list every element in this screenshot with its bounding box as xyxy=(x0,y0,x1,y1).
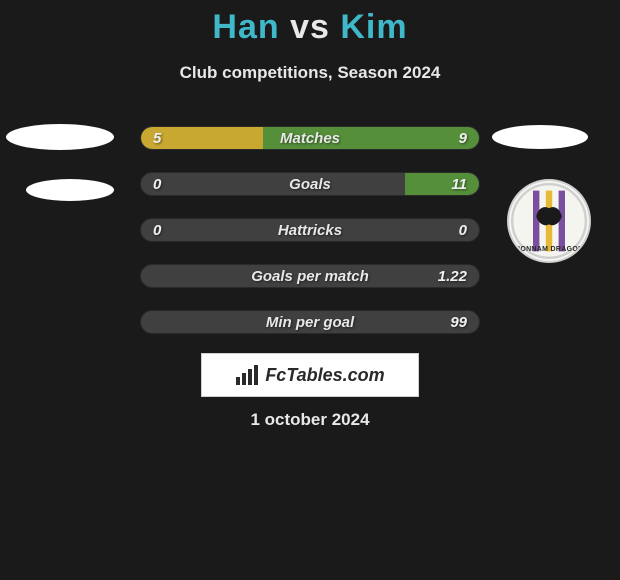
stat-row: 59Matches xyxy=(140,126,480,150)
date-text: 1 october 2024 xyxy=(0,410,620,430)
club-badge-icon: CHONNAM DRAGONS xyxy=(507,179,591,263)
stat-label: Goals per match xyxy=(141,265,479,287)
bars-icon xyxy=(235,365,261,385)
subtitle: Club competitions, Season 2024 xyxy=(0,63,620,83)
stat-label: Goals xyxy=(141,173,479,195)
page-title: Han vs Kim xyxy=(0,0,620,47)
stat-row: 99Min per goal xyxy=(140,310,480,334)
player1-name: Han xyxy=(212,8,279,46)
stat-label: Matches xyxy=(141,127,479,149)
fctables-logo-text: FcTables.com xyxy=(265,365,384,386)
vs-text: vs xyxy=(290,8,330,46)
player2-placeholder xyxy=(492,125,588,149)
stat-row: 011Goals xyxy=(140,172,480,196)
club-badge-text: CHONNAM DRAGONS xyxy=(509,246,589,253)
stat-row: 1.22Goals per match xyxy=(140,264,480,288)
player1-placeholder-2 xyxy=(26,179,114,201)
player2-name: Kim xyxy=(340,8,407,46)
fctables-logo: FcTables.com xyxy=(201,353,419,397)
player1-placeholder-1 xyxy=(6,124,114,150)
stat-label: Hattricks xyxy=(141,219,479,241)
stats-area: 59Matches 011Goals 00Hattricks 1.22Goals pe… xyxy=(140,126,480,356)
stat-row: 00Hattricks xyxy=(140,218,480,242)
stat-label: Min per goal xyxy=(141,311,479,333)
